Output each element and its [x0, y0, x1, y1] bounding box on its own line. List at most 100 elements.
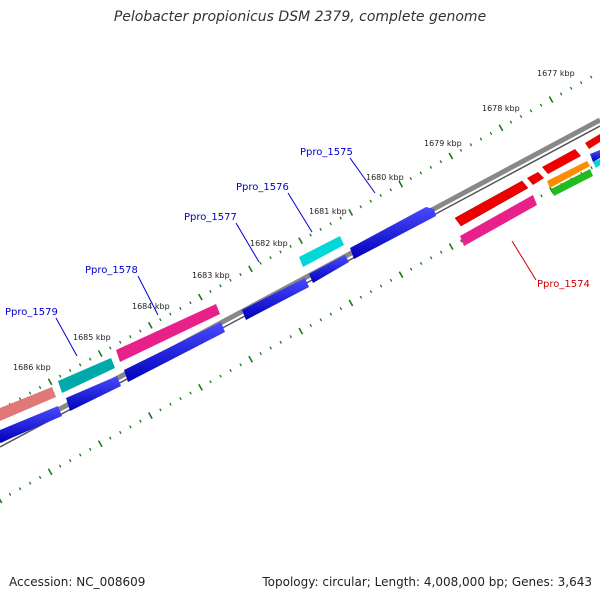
gene-label-ppro-1578[interactable]: Ppro_1578	[85, 265, 138, 276]
gene-cyan-edge[interactable]	[593, 159, 600, 168]
kbp-label: 1679 kbp	[424, 139, 462, 148]
scale-tick	[398, 271, 404, 279]
gene-label-ppro-1574[interactable]: Ppro_1574	[537, 279, 590, 290]
scale-tick	[139, 329, 142, 333]
scale-tick	[8, 492, 12, 496]
scale-tick	[319, 227, 322, 231]
gene-label-ppro-1577[interactable]: Ppro_1577	[184, 212, 237, 223]
scale-tick	[419, 261, 423, 266]
scale-tick	[579, 81, 583, 85]
kbp-label: 1685 kbp	[73, 333, 111, 342]
scale-tick	[97, 350, 103, 357]
scale-tick	[28, 481, 32, 485]
gene-blue-1580[interactable]	[0, 406, 62, 443]
scale-tick	[239, 363, 242, 367]
scale-tick	[139, 419, 142, 423]
gene-blue-1575[interactable]	[350, 207, 436, 259]
gene-label-ppro-1575[interactable]: Ppro_1575	[300, 147, 353, 158]
scale-tick	[359, 295, 363, 299]
scale-tick	[489, 131, 493, 135]
gene-green[interactable]	[551, 169, 593, 196]
gene-red-small[interactable]	[527, 172, 544, 185]
scale-tick	[38, 385, 42, 389]
scale-tick	[259, 261, 262, 265]
scale-tick	[0, 498, 3, 504]
scale-tick	[519, 114, 523, 119]
scale-tick	[459, 148, 463, 152]
gene-salmon[interactable]	[0, 387, 56, 421]
scale-tick	[118, 340, 122, 344]
gene-blue-edge[interactable]	[590, 150, 600, 162]
scale-tick	[309, 233, 312, 237]
gene-ppro-1574-block[interactable]	[454, 180, 529, 227]
scale-tick	[179, 306, 182, 310]
scale-tick	[398, 180, 404, 188]
scale-tick	[498, 124, 504, 132]
scale-tick	[348, 209, 354, 216]
scale-tick	[209, 380, 212, 384]
scale-tick	[28, 391, 32, 395]
scale-ticks-outer	[0, 75, 593, 414]
scale-tick	[298, 237, 304, 245]
scale-tick	[539, 103, 543, 107]
scale-tick	[229, 368, 232, 373]
leader-line	[349, 157, 376, 194]
scale-tick	[18, 397, 22, 401]
scale-tick	[219, 284, 222, 288]
gene-blue-1577a[interactable]	[309, 255, 349, 283]
scale-tick	[409, 177, 413, 181]
leader-line	[287, 192, 313, 233]
scale-tick	[38, 475, 42, 480]
scale-tick	[540, 194, 543, 198]
kbp-label: 1678 kbp	[482, 104, 520, 113]
scale-tick	[289, 244, 292, 248]
gene-red-2[interactable]	[542, 149, 581, 174]
scale-tick	[509, 120, 513, 124]
scale-tick	[590, 166, 593, 170]
scale-tick	[379, 193, 382, 198]
gene-orange[interactable]	[547, 161, 590, 188]
gene-cyan-1576[interactable]	[299, 236, 344, 267]
scale-tick	[147, 412, 153, 419]
gene-blue-1579[interactable]	[66, 376, 121, 411]
scale-tick	[78, 453, 82, 457]
scale-tick	[389, 188, 393, 192]
gene-blue-1578[interactable]	[124, 322, 225, 382]
scale-tick	[109, 436, 112, 440]
scale-tick	[548, 96, 554, 104]
gene-label-ppro-1579[interactable]: Ppro_1579	[5, 307, 58, 318]
scale-tick	[18, 487, 22, 491]
scale-tick	[369, 290, 373, 294]
scale-tick	[448, 152, 454, 160]
gene-track-forward	[0, 134, 600, 421]
kbp-label: 1684 kbp	[132, 302, 170, 311]
scale-tick	[58, 464, 62, 468]
gene-label-ppro-1576[interactable]: Ppro_1576	[236, 182, 289, 193]
scale-tick	[389, 278, 393, 282]
scale-tick	[448, 243, 454, 251]
scale-tick	[479, 137, 483, 141]
gene-teal-1579[interactable]	[58, 358, 115, 393]
scale-tick	[429, 256, 433, 260]
scale-tick	[529, 109, 533, 113]
accession-text: Accession: NC_008609	[9, 575, 146, 589]
kbp-label: 1681 kbp	[309, 207, 347, 216]
scale-tick	[279, 340, 282, 344]
scale-tick	[159, 318, 162, 322]
scale-tick	[309, 323, 313, 327]
scale-tick	[88, 447, 92, 451]
scale-tick	[97, 440, 103, 448]
scale-tick	[169, 402, 172, 406]
gene-pink-1578[interactable]	[116, 304, 220, 362]
scale-tick	[209, 289, 212, 294]
kbp-labels: 1677 kbp 1678 kbp 1679 kbp 1680 kbp 1681…	[13, 69, 575, 372]
scale-tick	[369, 199, 372, 203]
gene-pink-1574[interactable]	[460, 195, 537, 246]
gene-red-3[interactable]	[585, 134, 600, 149]
scale-tick	[248, 265, 253, 273]
gene-blue-1577b[interactable]	[242, 278, 309, 320]
scale-tick	[439, 160, 443, 164]
kbp-label: 1683 kbp	[192, 271, 230, 280]
scale-tick	[159, 408, 162, 412]
